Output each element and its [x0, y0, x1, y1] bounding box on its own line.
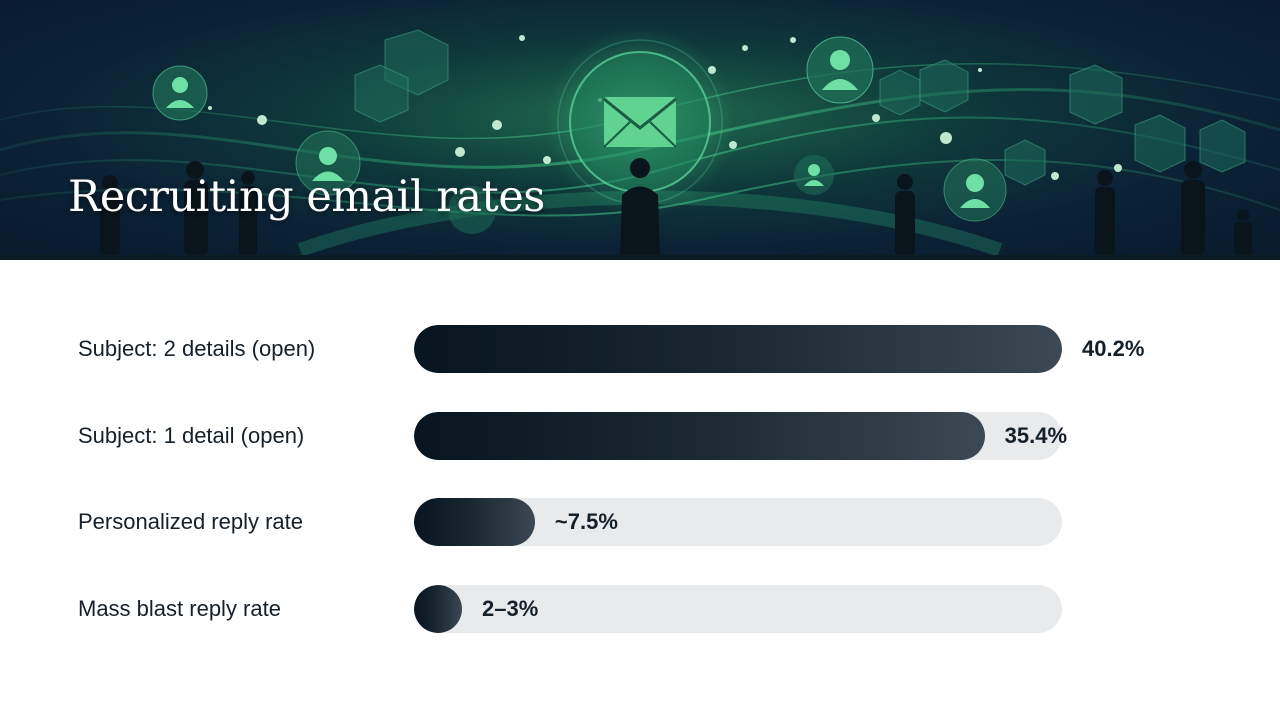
data-label: ~7.5%	[554, 509, 618, 534]
bar	[414, 412, 985, 460]
email-envelope-icon	[603, 97, 677, 148]
category-label: Subject: 1 detail (open)	[78, 423, 305, 448]
bar-track	[414, 585, 1062, 633]
banner-divider	[0, 255, 1280, 260]
category-label: Subject: 2 details (open)	[78, 336, 316, 361]
bar	[414, 498, 535, 546]
data-label: 2–3%	[482, 596, 539, 621]
header-banner: Recruiting email rates	[0, 0, 1280, 260]
person-silhouette-icon	[100, 158, 1252, 256]
hexagon-icon	[354, 29, 1246, 186]
bar	[414, 325, 1062, 373]
category-label: Personalized reply rate	[78, 509, 304, 534]
bar-track	[414, 412, 1062, 460]
network-illustration	[0, 27, 1280, 256]
bar-track	[414, 325, 1062, 373]
data-label: 40.2%	[1082, 336, 1145, 361]
bar-track	[414, 498, 1062, 546]
bar	[414, 585, 462, 633]
user-profile-icon	[152, 36, 1007, 234]
category-label: Mass blast reply rate	[78, 596, 281, 621]
data-label: 35.4%	[1004, 423, 1068, 448]
page-title: Recruiting email rates	[68, 172, 545, 222]
